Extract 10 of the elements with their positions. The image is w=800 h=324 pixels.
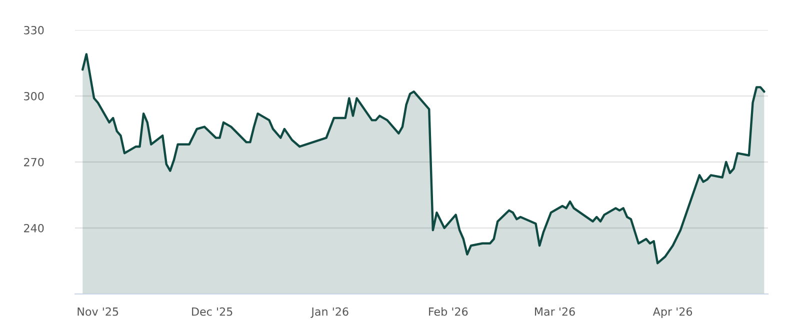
y-tick-label: 330: [24, 26, 44, 34]
y-tick-label: 270: [24, 158, 44, 166]
x-tick-label: Nov '25: [78, 307, 118, 316]
x-tick-label: Dec '25: [192, 307, 232, 316]
x-tick-label: Mar '26: [535, 307, 575, 316]
x-tick-label: Feb '26: [429, 307, 468, 316]
x-tick-label: Apr '26: [652, 307, 692, 318]
y-tick-label: 300: [24, 92, 44, 100]
y-tick-label: 240: [24, 224, 44, 232]
x-tick-label: Jan '26: [310, 307, 348, 318]
